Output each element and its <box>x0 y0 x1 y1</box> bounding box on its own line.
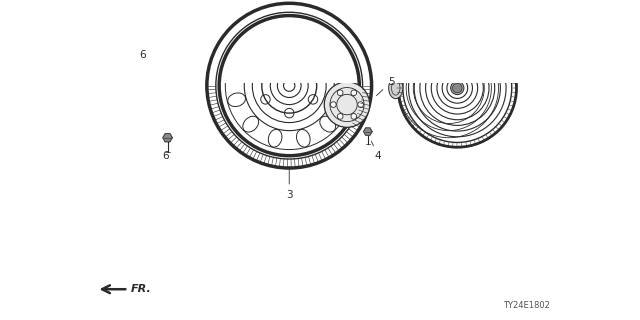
Polygon shape <box>364 128 372 135</box>
Ellipse shape <box>243 39 259 55</box>
Text: 6: 6 <box>162 151 168 161</box>
Ellipse shape <box>333 65 351 78</box>
Ellipse shape <box>228 65 246 78</box>
Circle shape <box>358 102 364 108</box>
Polygon shape <box>198 46 204 79</box>
Circle shape <box>285 53 294 63</box>
Circle shape <box>260 67 270 77</box>
Text: TY24E1802: TY24E1802 <box>503 300 550 309</box>
Ellipse shape <box>228 93 246 107</box>
Text: 5: 5 <box>376 77 394 96</box>
Ellipse shape <box>268 24 282 42</box>
Ellipse shape <box>296 129 310 147</box>
Ellipse shape <box>243 116 259 132</box>
Text: 4: 4 <box>371 141 381 161</box>
Text: 6: 6 <box>140 50 147 60</box>
Circle shape <box>337 114 343 119</box>
Circle shape <box>452 83 462 93</box>
Ellipse shape <box>333 93 351 107</box>
Circle shape <box>285 108 294 118</box>
Circle shape <box>351 90 356 96</box>
Ellipse shape <box>296 24 310 42</box>
Circle shape <box>351 114 356 119</box>
Text: 1: 1 <box>0 319 1 320</box>
Polygon shape <box>148 63 158 71</box>
Circle shape <box>324 82 370 127</box>
Text: 3: 3 <box>286 166 292 200</box>
Polygon shape <box>163 46 204 55</box>
Polygon shape <box>292 0 299 5</box>
Circle shape <box>451 81 464 95</box>
Ellipse shape <box>268 129 282 147</box>
Circle shape <box>308 67 317 77</box>
Circle shape <box>337 90 343 96</box>
Ellipse shape <box>320 39 335 55</box>
Circle shape <box>330 102 336 108</box>
Text: 7: 7 <box>0 319 1 320</box>
Circle shape <box>260 95 270 104</box>
Ellipse shape <box>388 77 403 99</box>
Text: 2: 2 <box>0 319 1 320</box>
Polygon shape <box>163 55 198 79</box>
Text: FR.: FR. <box>131 284 152 294</box>
Ellipse shape <box>320 116 335 132</box>
Polygon shape <box>163 134 172 142</box>
Circle shape <box>308 95 317 104</box>
